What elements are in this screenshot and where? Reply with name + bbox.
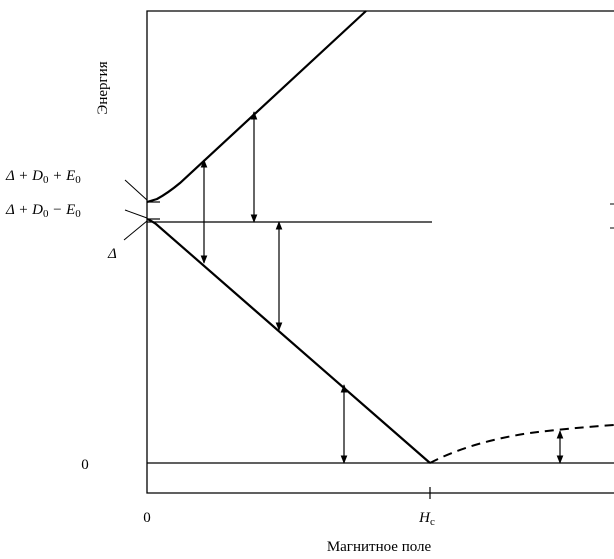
leader-lower <box>123 220 148 241</box>
label-middle-level: Δ + D0 − E0 <box>5 202 81 220</box>
label-lower-level: Δ <box>107 246 117 262</box>
lower-branch-curve <box>146 217 431 464</box>
label-upper-level: Δ + D0 + E0 <box>5 168 81 186</box>
plot-frame <box>146 10 614 494</box>
y-axis-title: Энергия <box>95 61 111 114</box>
x-tick-hc: Hc <box>418 510 435 528</box>
dashed-branch-curve <box>429 424 614 464</box>
x-axis-title: Магнитное поле <box>327 539 432 555</box>
leader-upper <box>124 179 148 201</box>
y-tick-zero: 0 <box>81 457 89 473</box>
x-tick-zero: 0 <box>143 510 151 526</box>
upper-branch-curve <box>146 10 367 204</box>
x-tick-hc-sub: c <box>430 516 435 528</box>
leader-middle <box>124 209 148 219</box>
